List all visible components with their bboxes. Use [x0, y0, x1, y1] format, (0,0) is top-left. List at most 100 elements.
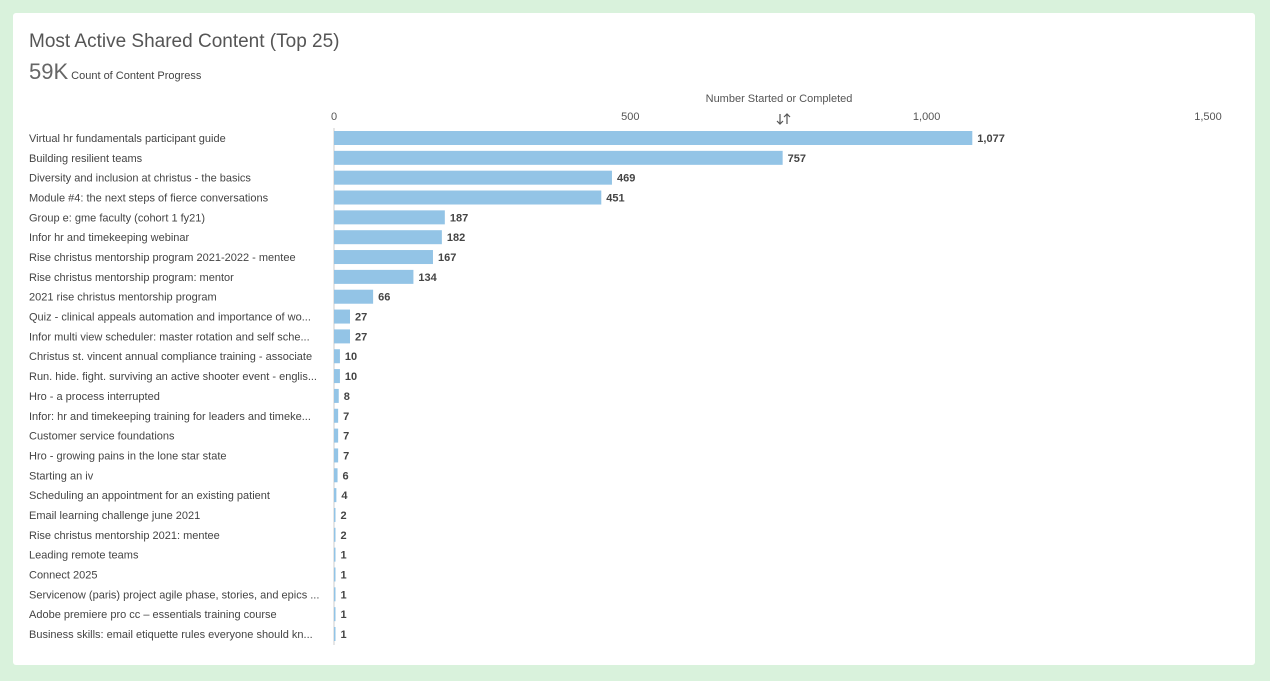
category-label: Run. hide. fight. surviving an active sh…	[29, 371, 317, 383]
bar[interactable]	[334, 448, 339, 463]
bar-row[interactable]: Infor hr and timekeeping webinar 182	[29, 230, 465, 245]
bar-row[interactable]: Scheduling an appointment for an existin…	[29, 488, 348, 503]
bar[interactable]	[334, 607, 336, 622]
category-label: Rise christus mentorship program 2021-20…	[29, 252, 296, 264]
value-label: 1	[341, 569, 347, 581]
bar-row[interactable]: Diversity and inclusion at christus - th…	[29, 170, 635, 185]
bar-row[interactable]: Run. hide. fight. surviving an active sh…	[29, 369, 357, 384]
value-label: 2	[341, 530, 347, 542]
kpi-value: 59K	[29, 59, 69, 84]
value-label: 469	[617, 173, 635, 185]
value-label: 451	[606, 193, 624, 205]
value-label: 6	[343, 470, 349, 482]
category-label: Infor hr and timekeeping webinar	[29, 232, 190, 244]
bar[interactable]	[334, 468, 338, 483]
bar-row[interactable]: Hro - a process interrupted 8	[29, 388, 350, 403]
category-label: Connect 2025	[29, 569, 98, 581]
category-label: Group e: gme faculty (cohort 1 fy21)	[29, 212, 205, 224]
bar-row[interactable]: 2021 rise christus mentorship program 66	[29, 289, 390, 304]
x-tick-label: 0	[331, 111, 337, 123]
bar-row[interactable]: Quiz - clinical appeals automation and i…	[29, 309, 367, 324]
bar[interactable]	[334, 349, 340, 364]
bar-row[interactable]: Group e: gme faculty (cohort 1 fy21) 187	[29, 210, 468, 225]
bar[interactable]	[334, 190, 602, 205]
bar[interactable]	[334, 507, 336, 522]
bar-row[interactable]: Rise christus mentorship program 2021-20…	[29, 250, 456, 264]
category-label: Rise christus mentorship 2021: mentee	[29, 530, 220, 542]
category-label: Leading remote teams	[29, 550, 139, 562]
category-label: Rise christus mentorship program: mentor	[29, 272, 234, 284]
kpi-label: Count of Content Progress	[71, 70, 202, 82]
category-label: Christus st. vincent annual compliance t…	[29, 351, 312, 363]
category-label: Infor: hr and timekeeping training for l…	[29, 411, 311, 423]
category-label: Starting an iv	[29, 470, 94, 482]
bar-row[interactable]: Infor: hr and timekeeping training for l…	[29, 408, 349, 423]
category-label: Virtual hr fundamentals participant guid…	[29, 133, 226, 145]
bar[interactable]	[334, 289, 374, 304]
value-label: 4	[341, 490, 348, 502]
bar[interactable]	[334, 309, 351, 324]
category-label: Hro - growing pains in the lone star sta…	[29, 450, 227, 462]
category-label: Email learning challenge june 2021	[29, 510, 200, 522]
bar[interactable]	[334, 388, 339, 403]
bar[interactable]	[334, 488, 337, 503]
bar-row[interactable]: Building resilient teams 757	[29, 150, 806, 165]
bar[interactable]	[334, 210, 445, 225]
value-label: 8	[344, 391, 350, 403]
value-label: 10	[345, 351, 357, 363]
bar[interactable]	[334, 250, 433, 265]
bar[interactable]	[334, 269, 414, 284]
value-label: 1	[341, 629, 347, 641]
category-label: Diversity and inclusion at christus - th…	[29, 173, 251, 185]
bar-row[interactable]: Business skills: email etiquette rules e…	[29, 627, 347, 641]
bar-row[interactable]: Module #4: the next steps of fierce conv…	[29, 190, 625, 205]
value-label: 1	[341, 609, 347, 621]
bar-row[interactable]: Email learning challenge june 2021 2	[29, 507, 347, 522]
bar[interactable]	[334, 527, 336, 542]
bar[interactable]	[334, 131, 973, 145]
value-label: 134	[418, 272, 437, 284]
bar[interactable]	[334, 369, 340, 384]
value-label: 1	[341, 550, 347, 562]
value-label: 167	[438, 252, 456, 264]
bar-row[interactable]: Infor multi view scheduler: master rotat…	[29, 329, 367, 344]
value-label: 2	[341, 510, 347, 522]
bar-row[interactable]: Hro - growing pains in the lone star sta…	[29, 448, 349, 463]
category-label: Module #4: the next steps of fierce conv…	[29, 193, 269, 205]
bar-row[interactable]: Virtual hr fundamentals participant guid…	[29, 131, 1005, 145]
bar-row[interactable]: Servicenow (paris) project agile phase, …	[29, 587, 347, 602]
bar-row[interactable]: Christus st. vincent annual compliance t…	[29, 349, 357, 364]
bar[interactable]	[334, 567, 336, 582]
bar-row[interactable]: Leading remote teams 1	[29, 547, 347, 562]
bar[interactable]	[334, 170, 612, 185]
category-label: Building resilient teams	[29, 153, 143, 165]
bar-row[interactable]: Starting an iv 6	[29, 468, 349, 483]
category-label: Quiz - clinical appeals automation and i…	[29, 312, 311, 324]
bar[interactable]	[334, 150, 783, 165]
bar-row[interactable]: Customer service foundations 7	[29, 428, 349, 443]
value-label: 27	[355, 312, 367, 324]
bar[interactable]	[334, 408, 339, 423]
value-label: 7	[343, 431, 349, 443]
value-label: 10	[345, 371, 357, 383]
bar-row[interactable]: Rise christus mentorship program: mentor…	[29, 269, 438, 284]
category-label: 2021 rise christus mentorship program	[29, 292, 217, 304]
bar[interactable]	[334, 428, 339, 443]
category-label: Servicenow (paris) project agile phase, …	[29, 589, 319, 601]
sort-arrows-icon[interactable]	[776, 113, 791, 125]
bar[interactable]	[334, 230, 442, 245]
category-label: Business skills: email etiquette rules e…	[29, 629, 313, 641]
bar[interactable]	[334, 627, 336, 641]
value-label: 66	[378, 292, 390, 304]
kpi: 59K Count of Content Progress	[29, 59, 201, 85]
category-label: Hro - a process interrupted	[29, 391, 160, 403]
bar-row[interactable]: Rise christus mentorship 2021: mentee 2	[29, 527, 347, 542]
value-label: 187	[450, 212, 468, 224]
bar[interactable]	[334, 587, 336, 602]
bar[interactable]	[334, 329, 351, 344]
bar-row[interactable]: Adobe premiere pro cc – essentials train…	[29, 607, 347, 622]
bar[interactable]	[334, 547, 336, 562]
category-label: Infor multi view scheduler: master rotat…	[29, 331, 310, 343]
bar-row[interactable]: Connect 2025 1	[29, 567, 347, 582]
x-tick-label: 1,500	[1194, 111, 1222, 123]
